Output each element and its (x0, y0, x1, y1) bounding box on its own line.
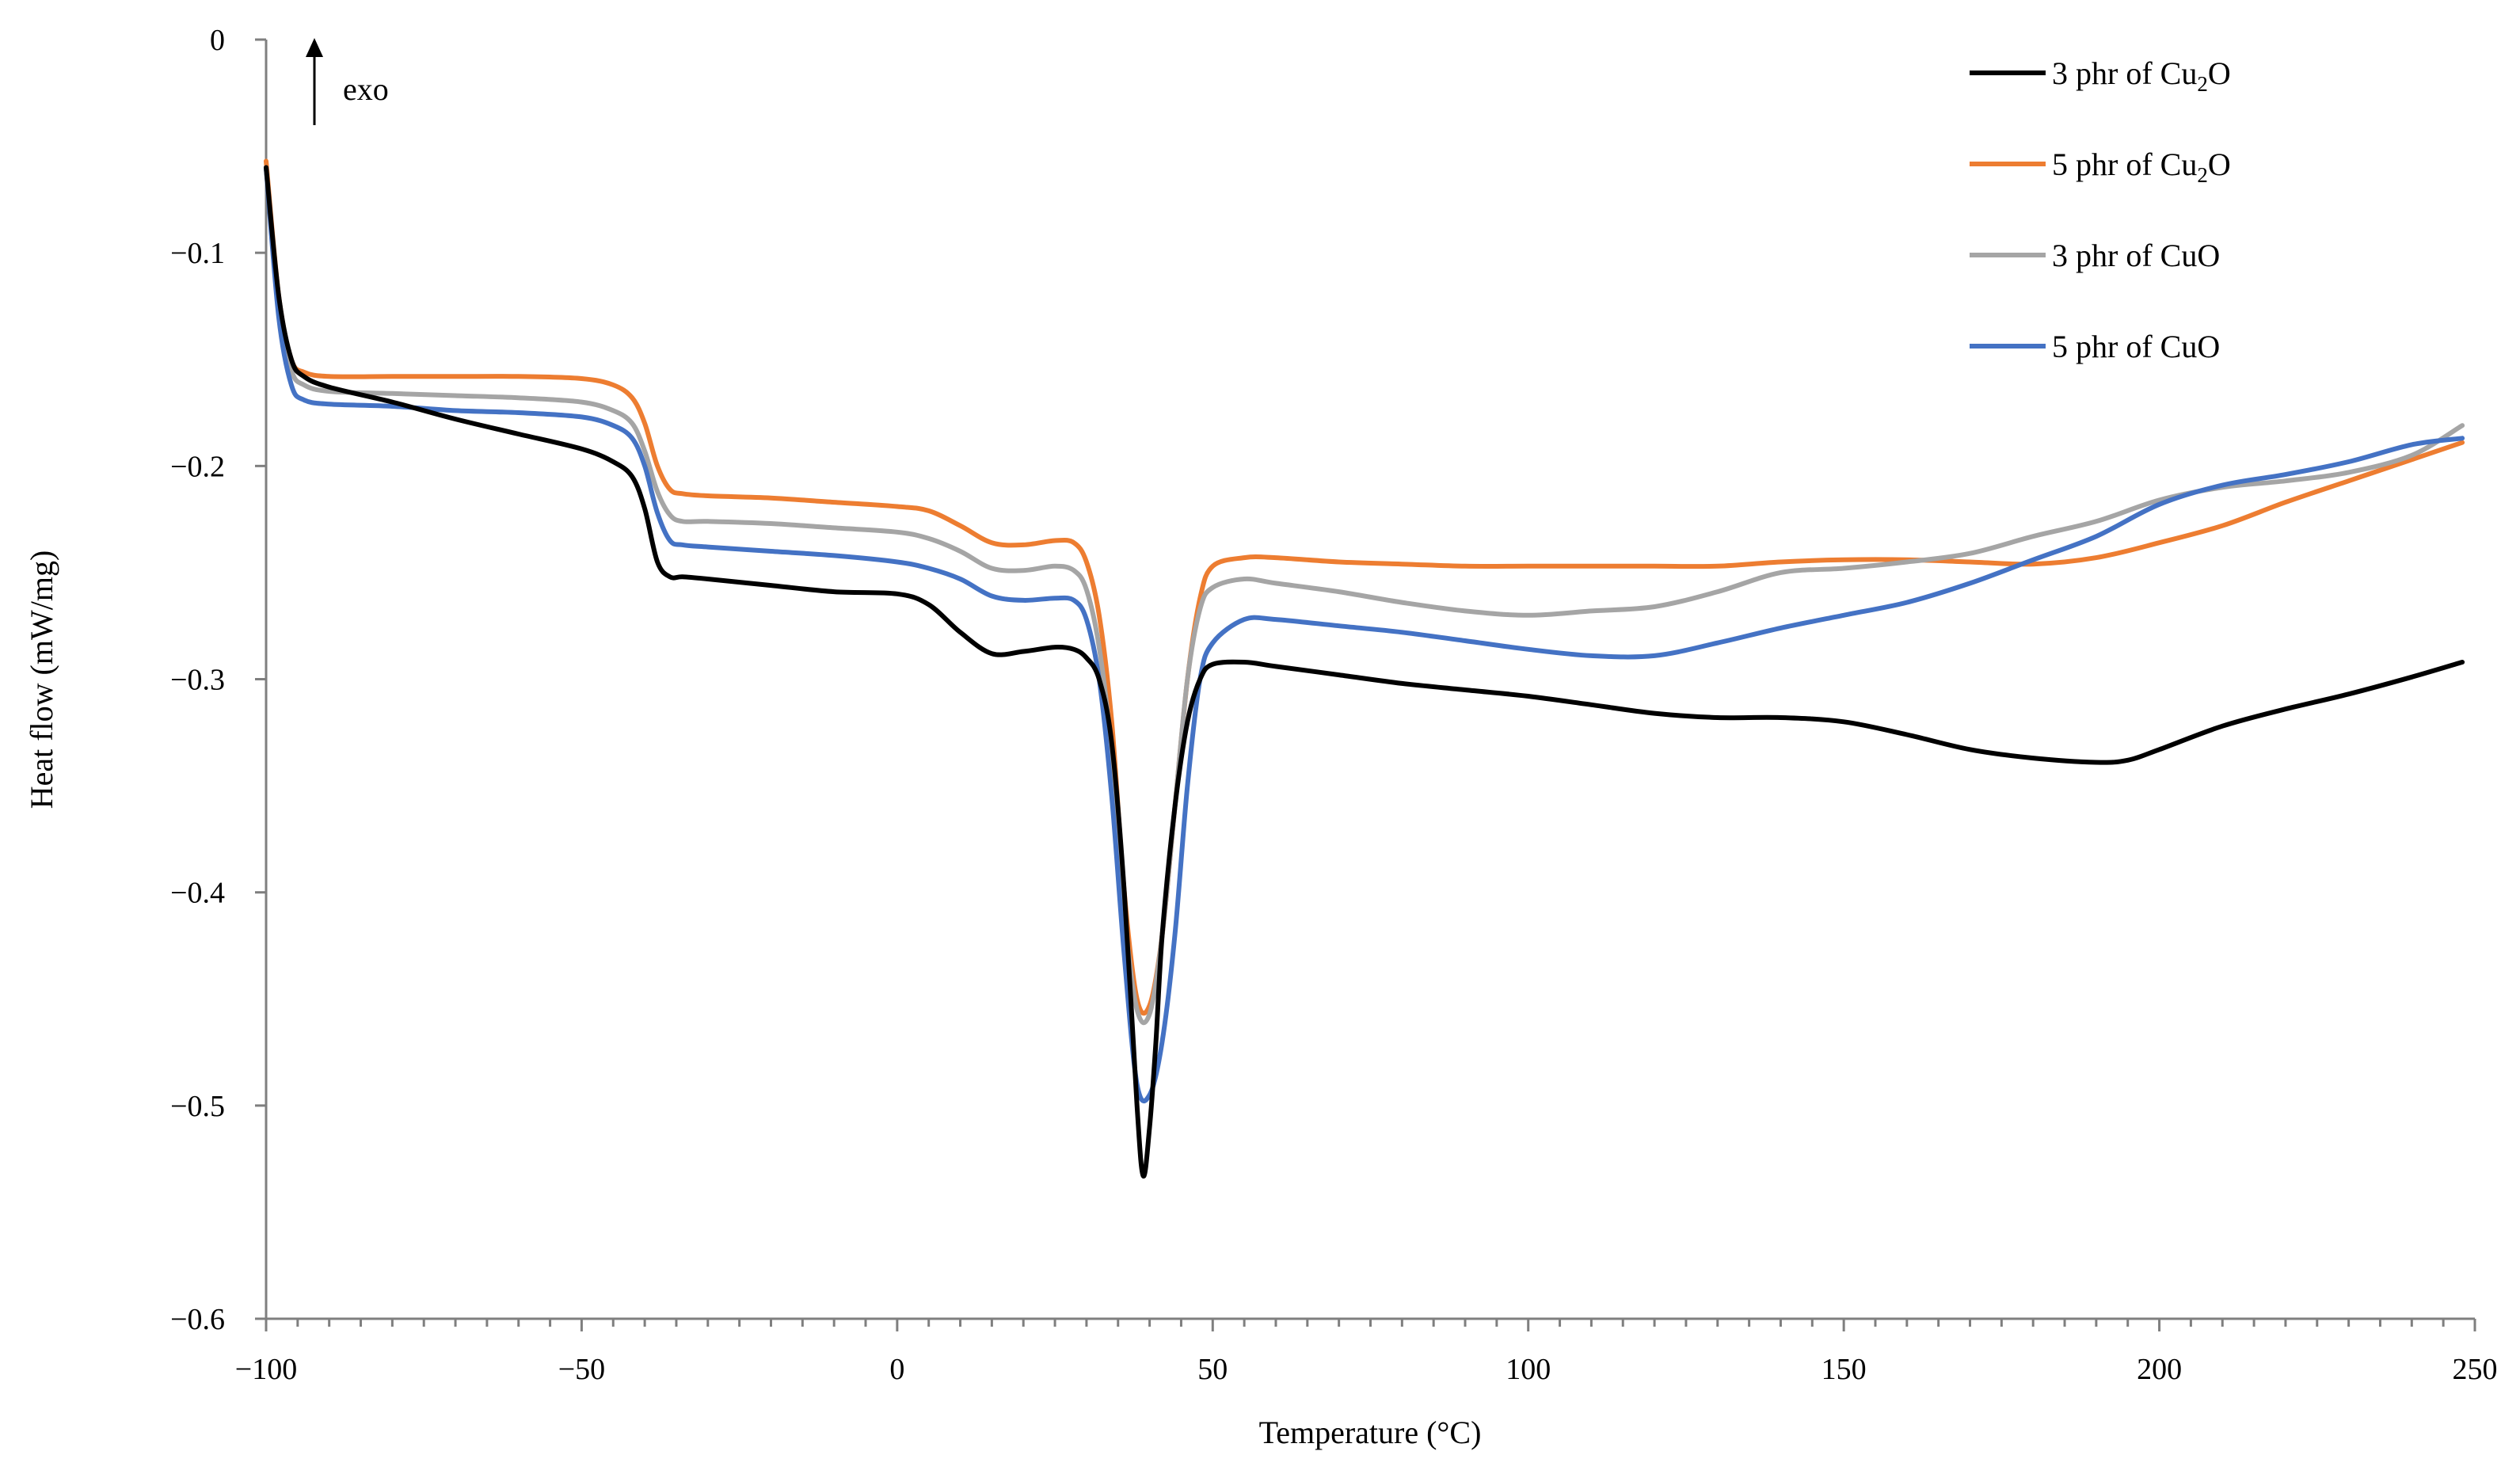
x-tick-label: 250 (2453, 1353, 2498, 1386)
y-tick-label: −0.2 (170, 450, 225, 483)
x-tick-label: −50 (558, 1353, 605, 1386)
legend-label: 3 phr of CuO (2052, 238, 2220, 273)
y-tick-label: −0.5 (170, 1090, 225, 1123)
x-axis-title: Temperature (°C) (1259, 1415, 1482, 1450)
y-ticks: 0 −0.1 −0.2 −0.3 −0.4 −0.5 −0.6 (170, 24, 266, 1336)
y-tick-label: −0.6 (170, 1303, 225, 1336)
legend-label: 5 phr of CuO (2052, 329, 2220, 364)
x-tick-label: 50 (1197, 1353, 1228, 1386)
legend: 3 phr of Cu2O 5 phr of Cu2O 3 phr of CuO 5 … (1970, 55, 2231, 364)
exo-arrow-head (306, 38, 323, 57)
y-axis-title: Heat flow (mW/mg) (24, 550, 59, 809)
x-tick-label: 200 (2137, 1353, 2182, 1386)
legend-entry: 5 phr of CuO (1970, 329, 2220, 364)
y-tick-label: −0.4 (170, 877, 225, 910)
x-tick-label: 100 (1506, 1353, 1551, 1386)
legend-entry: 3 phr of Cu2O (1970, 55, 2231, 96)
series-line-2 (264, 158, 2465, 1016)
exo-annotation: exo (306, 38, 389, 125)
x-tick-label: 150 (1821, 1353, 1867, 1386)
y-tick-label: −0.1 (170, 237, 225, 270)
y-tick-label: 0 (210, 24, 225, 57)
legend-entry: 5 phr of Cu2O (1970, 147, 2231, 187)
series-line-4 (264, 165, 2465, 1103)
x-tick-label: 0 (889, 1353, 904, 1386)
legend-entry: 3 phr of CuO (1970, 238, 2220, 273)
legend-label: 3 phr of Cu2O (2052, 55, 2231, 96)
legend-label: 5 phr of Cu2O (2052, 147, 2231, 187)
series-line-3 (264, 165, 2465, 1026)
y-tick-label: −0.3 (170, 664, 225, 697)
x-ticks: −100 −50 0 50 100 150 200 250 (235, 1319, 2498, 1386)
series-line-1 (264, 165, 2465, 1179)
exo-label: exo (343, 71, 389, 107)
series-group (264, 158, 2465, 1179)
x-tick-label: −100 (235, 1353, 297, 1386)
